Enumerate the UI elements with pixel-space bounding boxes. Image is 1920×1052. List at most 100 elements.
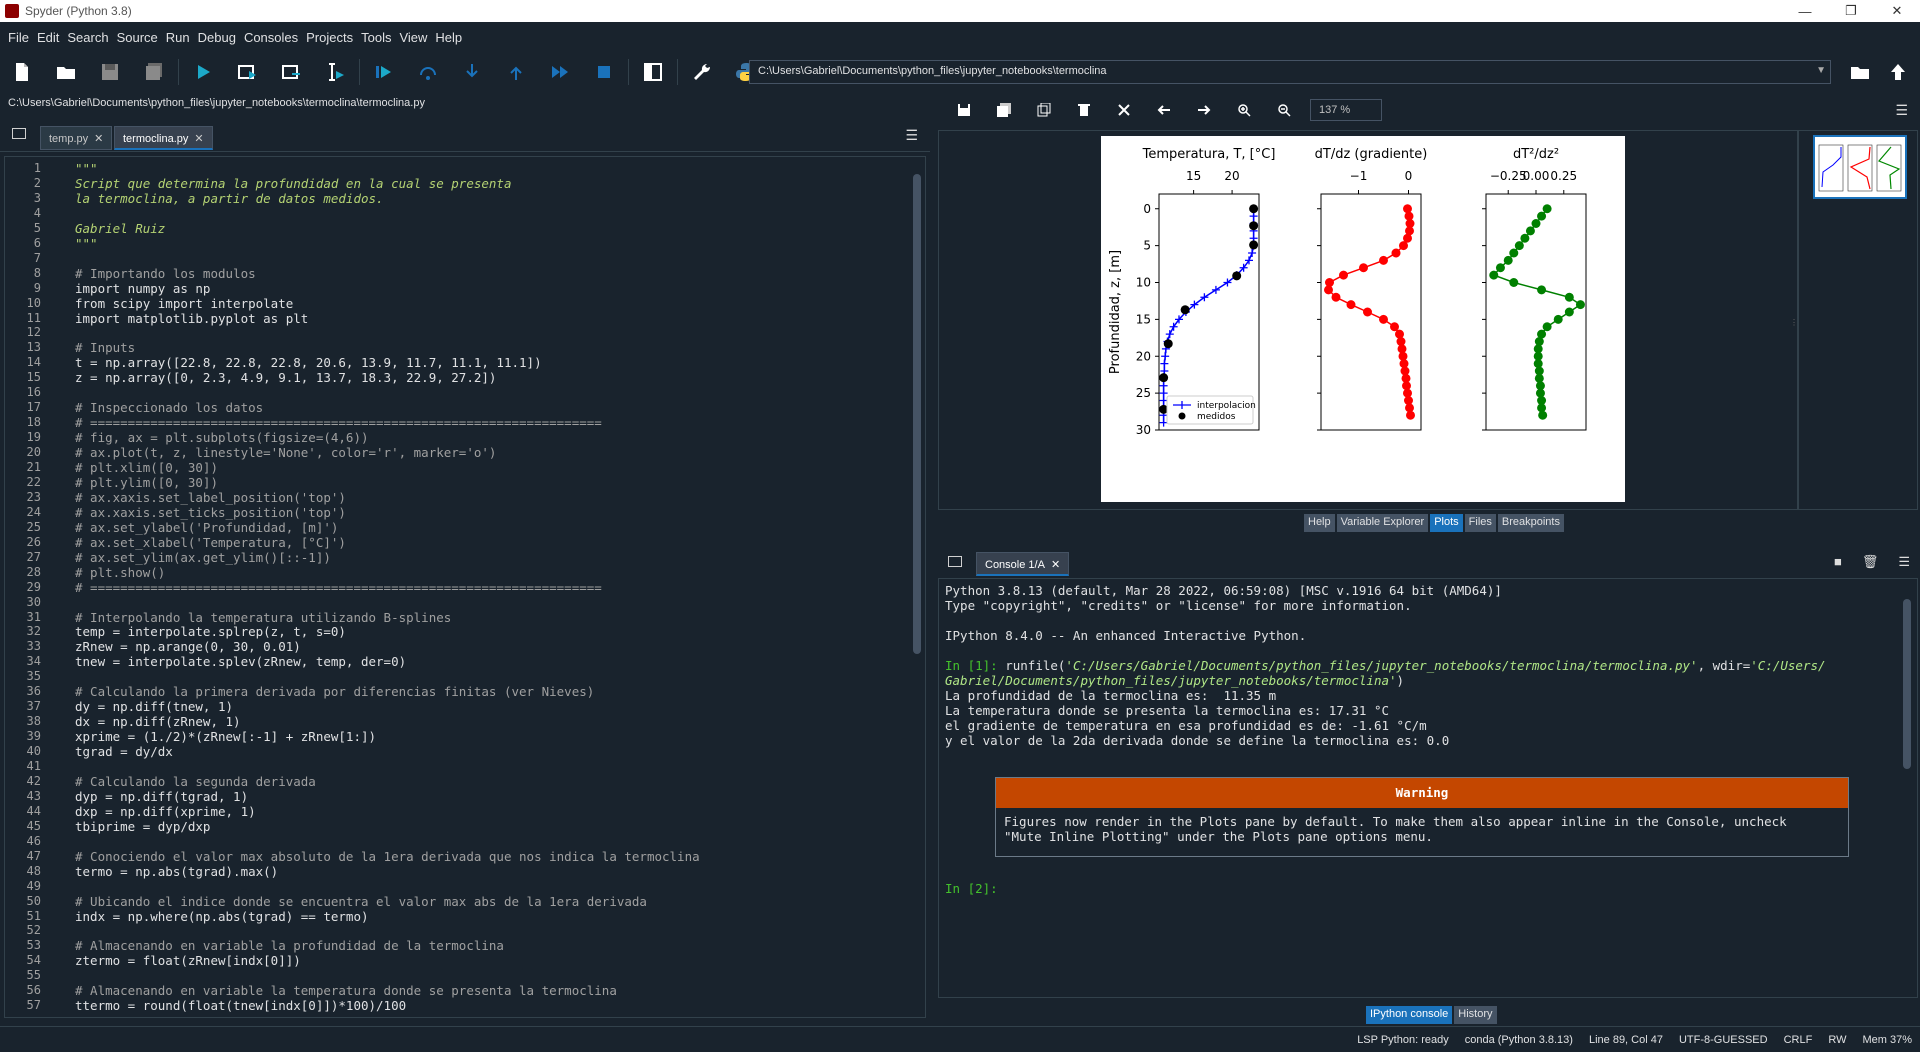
code-line[interactable]: 33 zRnew = np.arange(0, 30, 0.01) [5,639,905,654]
menu-edit[interactable]: Edit [36,29,60,45]
previous-plot-icon[interactable] [1144,96,1184,124]
editor-options-menu-icon[interactable]: ☰ [905,127,918,143]
browse-directory-icon[interactable] [1838,52,1882,92]
code-line[interactable]: 11 import matplotlib.pyplot as plt [5,311,905,326]
code-line[interactable]: 24 # ax.xaxis.set_ticks_position('top') [5,505,905,520]
menu-file[interactable]: File [8,29,29,45]
code-line[interactable]: 6 """ [5,236,905,251]
tab-termoclina-py[interactable]: termoclina.py ✕ [114,126,213,150]
menu-source[interactable]: Source [116,29,158,45]
console-options-menu-icon[interactable]: ☰ [1898,554,1910,569]
run-cell-icon[interactable] [225,54,269,90]
code-line[interactable]: 7 [5,251,905,266]
close-tab-icon[interactable]: ✕ [94,133,104,145]
code-line[interactable]: 10 from scipy import interpolate [5,296,905,311]
menu-debug[interactable]: Debug [197,29,236,45]
console-input-line[interactable]: In [2]: [945,881,998,896]
scrollbar-thumb[interactable] [913,174,921,654]
code-line[interactable]: 42 # Calculando la segunda derivada [5,774,905,789]
run-cell-advance-icon[interactable] [269,54,313,90]
editor-scrollbar[interactable] [912,166,922,1006]
close-button[interactable]: ✕ [1891,3,1903,18]
remove-plot-icon[interactable] [1064,96,1104,124]
code-line[interactable]: 15 z = np.array([0, 2.3, 4.9, 9.1, 13.7, … [5,370,905,385]
menu-projects[interactable]: Projects [306,29,354,45]
step-return-icon[interactable] [494,54,538,90]
menu-run[interactable]: Run [165,29,190,45]
menu-help[interactable]: Help [435,29,463,45]
code-line[interactable]: 1 """ [5,161,905,176]
scrollbar-thumb[interactable] [1903,599,1911,769]
code-line[interactable]: 32 temp = interpolate.splrep(z, t, s=0) [5,624,905,639]
new-file-icon[interactable] [0,54,44,90]
code-line[interactable]: 52 [5,923,905,938]
code-line[interactable]: 17 # Inspeccionado los datos [5,400,905,415]
code-line[interactable]: 5 Gabriel Ruiz [5,221,905,236]
pane-splitter[interactable] [932,92,936,1026]
code-line[interactable]: 26 # ax.set_xlabel('Temperatura, [°C]') [5,535,905,550]
code-line[interactable]: 18 # ====================================… [5,415,905,430]
maximize-button[interactable]: ❐ [1845,3,1857,18]
code-line[interactable]: 46 [5,834,905,849]
plots-options-menu-icon[interactable]: ☰ [1895,102,1908,118]
minimize-button[interactable]: — [1798,3,1812,19]
next-plot-icon[interactable] [1184,96,1224,124]
code-line[interactable]: 4 [5,206,905,221]
code-line[interactable]: 28 # plt.show() [5,565,905,580]
code-line[interactable]: 49 [5,879,905,894]
menu-view[interactable]: View [399,29,428,45]
tab-help[interactable]: Help [1304,514,1335,532]
code-line[interactable]: 8 # Importando los modulos [5,266,905,281]
code-line[interactable]: 35 [5,669,905,684]
preferences-icon[interactable] [680,54,724,90]
close-tab-icon[interactable]: ✕ [1050,559,1061,571]
code-line[interactable]: 51 indx = np.where(np.abs(tgrad) == termo… [5,909,905,924]
step-into-icon[interactable] [450,54,494,90]
code-line[interactable]: 29 # ====================================… [5,580,905,595]
run-selection-icon[interactable] [313,54,357,90]
code-line[interactable]: 57 ttermo = round(float(tnew[indx[0]])*10… [5,998,905,1013]
save-plot-icon[interactable] [944,96,984,124]
code-line[interactable]: 50 # Ubicando el indice donde se encuentr… [5,894,905,909]
code-line[interactable]: 54 ztermo = float(zRnew[indx[0]]) [5,953,905,968]
code-line[interactable]: 31 # Interpolando la temperatura utilizan… [5,610,905,625]
code-line[interactable]: 48 termo = np.abs(tgrad).max() [5,864,905,879]
code-line[interactable]: 30 [5,595,905,610]
browse-tabs-icon[interactable] [948,556,962,567]
code-line[interactable]: 39 xprime = (1./2)*(zRnew[:-1] + zRnew[1:… [5,729,905,744]
code-line[interactable]: 12 [5,325,905,340]
code-line[interactable]: 44 dxp = np.diff(xprime, 1) [5,804,905,819]
save-icon[interactable] [88,54,132,90]
code-line[interactable]: 13 # Inputs [5,340,905,355]
console-scrollbar[interactable] [1903,591,1911,985]
working-directory-input[interactable]: C:\Users\Gabriel\Documents\python_files\… [749,60,1831,84]
conda-env-status[interactable]: conda (Python 3.8.13) [1464,1033,1573,1046]
tab-files[interactable]: Files [1464,514,1496,532]
code-line[interactable]: 23 # ax.xaxis.set_label_position('top') [5,490,905,505]
tab-console[interactable]: Console 1/A ✕ [976,552,1070,576]
menu-tools[interactable]: Tools [361,29,392,45]
run-icon[interactable] [181,54,225,90]
code-line[interactable]: 2 Script que determina la profundidad en … [5,176,905,191]
parent-directory-icon[interactable] [1876,52,1920,92]
zoom-out-icon[interactable] [1264,96,1304,124]
code-line[interactable]: 3 la termoclina, a partir de datos medido… [5,191,905,206]
maximize-pane-icon[interactable] [631,54,675,90]
step-over-icon[interactable] [406,54,450,90]
code-line[interactable]: 38 dx = np.diff(zRnew, 1) [5,714,905,729]
save-all-icon[interactable] [132,54,176,90]
tab-temp-py[interactable]: temp.py ✕ [40,126,113,150]
code-line[interactable]: 21 # plt.xlim([0, 30]) [5,460,905,475]
copy-plot-icon[interactable] [1024,96,1064,124]
code-line[interactable]: 53 # Almacenando en variable la profundid… [5,938,905,953]
code-line[interactable]: 20 # ax.plot(t, z, linestyle='None', colo… [5,445,905,460]
tab-breakpoints[interactable]: Breakpoints [1497,514,1564,532]
browse-tabs-icon[interactable] [12,128,26,139]
zoom-in-icon[interactable] [1224,96,1264,124]
zoom-level-field[interactable]: 137 % [1310,99,1382,121]
code-line[interactable]: 25 # ax.set_ylabel('Profundidad, [m]') [5,520,905,535]
menu-search[interactable]: Search [67,29,109,45]
code-line[interactable]: 9 import numpy as np [5,281,905,296]
clear-console-icon[interactable]: 🗑 [1861,554,1879,569]
tab-plots[interactable]: Plots [1430,514,1463,532]
